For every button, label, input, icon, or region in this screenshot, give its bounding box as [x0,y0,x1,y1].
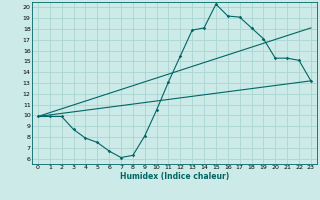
X-axis label: Humidex (Indice chaleur): Humidex (Indice chaleur) [120,172,229,181]
